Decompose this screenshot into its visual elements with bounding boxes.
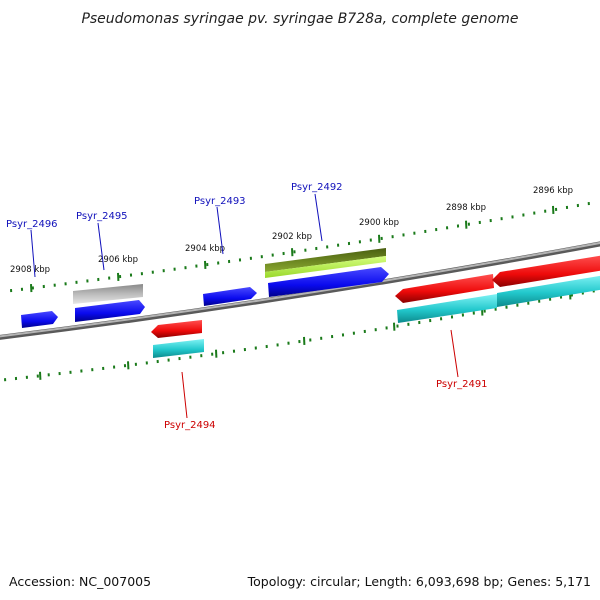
inner-tick-ring (4, 289, 595, 382)
gene-psyr-2494-rna[interactable] (153, 339, 204, 358)
label-leader-lines (30, 193, 459, 419)
gene-label-psyr-2495[interactable]: Psyr_2495 (76, 211, 128, 222)
outer-tick-ring (10, 202, 590, 293)
gene-labels: Psyr_2496 Psyr_2495 Psyr_2494 Psyr_2493 … (6, 182, 488, 431)
gene-psyr-2491-rna[interactable] (397, 294, 497, 323)
gene-psyr-2495-forward[interactable] (75, 300, 145, 322)
map-title: Pseudomonas syringae pv. syringae B728a,… (81, 11, 518, 27)
gene-psyr-2496-forward[interactable] (21, 311, 58, 328)
gene-label-psyr-2493[interactable]: Psyr_2493 (194, 196, 246, 207)
gene-features (21, 248, 600, 358)
gene-psyr-2493-forward[interactable] (203, 287, 257, 306)
gene-offscreen-rna[interactable] (497, 275, 600, 307)
scale-label-2906: 2906 kbp (98, 255, 138, 265)
gene-psyr-2492-track[interactable] (265, 248, 386, 272)
scale-label-2908: 2908 kbp (10, 265, 50, 275)
scale-label-2904: 2904 kbp (185, 244, 225, 254)
gene-offscreen-reverse[interactable] (492, 255, 600, 287)
leader-psyr-2496 (30, 229, 36, 278)
leader-psyr-2491 (450, 329, 459, 378)
gene-label-psyr-2496[interactable]: Psyr_2496 (6, 219, 58, 230)
scale-label-2900: 2900 kbp (359, 218, 399, 228)
genome-backbone (0, 241, 600, 340)
leader-psyr-2494 (181, 371, 188, 419)
genome-summary-text: Topology: circular; Length: 6,093,698 bp… (247, 574, 591, 589)
gene-psyr-2492-forward[interactable] (268, 267, 389, 297)
scale-label-2902: 2902 kbp (272, 232, 312, 242)
leader-psyr-2492 (314, 193, 323, 242)
gene-label-psyr-2492[interactable]: Psyr_2492 (291, 182, 343, 193)
gene-label-psyr-2494[interactable]: Psyr_2494 (164, 420, 216, 431)
leader-psyr-2495 (97, 222, 105, 271)
gene-psyr-2491-reverse[interactable] (395, 274, 494, 303)
scale-label-2896: 2896 kbp (533, 186, 573, 196)
gene-psyr-2492-track-2[interactable] (265, 256, 386, 278)
gene-psyr-2494-reverse[interactable] (151, 320, 202, 338)
gene-label-psyr-2491[interactable]: Psyr_2491 (436, 379, 488, 390)
gene-psyr-2495-track[interactable] (73, 284, 143, 304)
leader-psyr-2493 (216, 206, 224, 255)
scale-labels: 2908 kbp 2906 kbp 2904 kbp 2902 kbp 2900… (10, 186, 573, 275)
scale-label-2898: 2898 kbp (446, 203, 486, 213)
accession-text: Accession: NC_007005 (9, 574, 151, 589)
